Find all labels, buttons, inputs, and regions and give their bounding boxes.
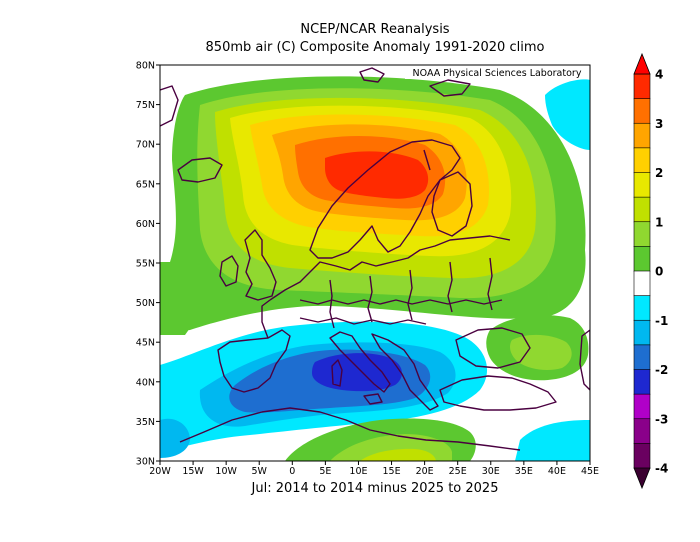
lon-label: 10W — [215, 466, 237, 477]
colorbar-tick-label: 4 — [655, 68, 663, 82]
colorbar-segment — [633, 172, 651, 198]
warm-8 — [325, 151, 429, 199]
colorbar-tick-label: 3 — [655, 117, 663, 131]
colorbar-segment — [633, 344, 651, 371]
colorbar-segment — [633, 295, 651, 321]
period-label: Jul: 2014 to 2014 minus 2025 to 2025 — [251, 481, 499, 496]
colorbar-tick-label: 1 — [655, 215, 663, 229]
lat-label: 50N — [136, 298, 155, 309]
coastlines — [160, 67, 590, 451]
lat-label: 40N — [136, 377, 155, 388]
colorbar-segment — [633, 443, 651, 469]
colorbar: 4 3 2 1 0 -1 -2 -3 -4 — [633, 52, 668, 490]
credit-box — [405, 66, 589, 79]
lat-label: 70N — [136, 140, 155, 151]
lon-label: 25E — [449, 466, 467, 477]
lat-label: 55N — [136, 259, 155, 270]
lon-label: 45E — [581, 466, 599, 477]
lat-label: 75N — [136, 100, 155, 111]
axis-ticks: 20W 15W 10W 5W 0 5E 10E 15E 20E 25E 30E 35E 40E 45E 30… — [136, 61, 599, 478]
lat-label: 65N — [136, 179, 155, 190]
colorbar-segment — [633, 319, 651, 346]
lon-label: 20E — [416, 466, 434, 477]
lon-label: 0 — [289, 466, 295, 477]
colorbar-tick-label: -4 — [655, 462, 668, 476]
colorbar-segment — [633, 147, 651, 174]
lat-label: 35N — [136, 417, 155, 428]
colorbar-tick-label: 0 — [655, 265, 663, 279]
colorbar-segment — [633, 221, 651, 247]
colorbar-segment — [633, 246, 651, 272]
lon-label: 5E — [319, 466, 331, 477]
lat-label: 30N — [136, 457, 155, 468]
cool-1c — [515, 420, 590, 461]
cool-1b — [545, 79, 590, 150]
lon-label: 35E — [515, 466, 533, 477]
lat-label: 60N — [136, 219, 155, 230]
colorbar-segment — [633, 196, 651, 223]
colorbar-tick-label: -1 — [655, 314, 668, 328]
map-field: NOAA Physical Sciences Laboratory — [160, 65, 590, 461]
colorbar-segment — [633, 98, 651, 124]
lon-label: 30E — [482, 466, 500, 477]
warm-1b — [160, 262, 210, 335]
colorbar-segment — [633, 369, 651, 395]
lon-label: 15E — [382, 466, 400, 477]
colorbar-segment — [633, 73, 651, 100]
colorbar-top-arrow — [633, 52, 651, 75]
lon-label: 5W — [252, 466, 268, 477]
lon-label: 15W — [182, 466, 204, 477]
lon-label: 40E — [548, 466, 566, 477]
warm-south-3 — [360, 448, 436, 461]
colorbar-segment — [633, 270, 651, 297]
chart-subtitle: 850mb air (C) Composite Anomaly 1991-202… — [205, 40, 545, 55]
lon-label: 10E — [349, 466, 367, 477]
colorbar-tick-label: 2 — [655, 166, 663, 180]
colorbar-segment — [633, 122, 651, 149]
warm-east-2 — [510, 334, 572, 370]
lat-label: 80N — [136, 61, 155, 72]
lat-label: 45N — [136, 338, 155, 349]
chart-title: NCEP/NCAR Reanalysis — [300, 22, 450, 37]
credit-label: NOAA Physical Sciences Laboratory — [413, 68, 582, 79]
colorbar-segment — [633, 418, 651, 444]
colorbar-segment — [633, 393, 651, 420]
colorbar-tick-label: -3 — [655, 412, 668, 426]
colorbar-bottom-arrow — [633, 467, 651, 490]
colorbar-tick-label: -2 — [655, 363, 668, 377]
cool-2b — [160, 418, 190, 458]
lon-label: 20W — [149, 466, 171, 477]
